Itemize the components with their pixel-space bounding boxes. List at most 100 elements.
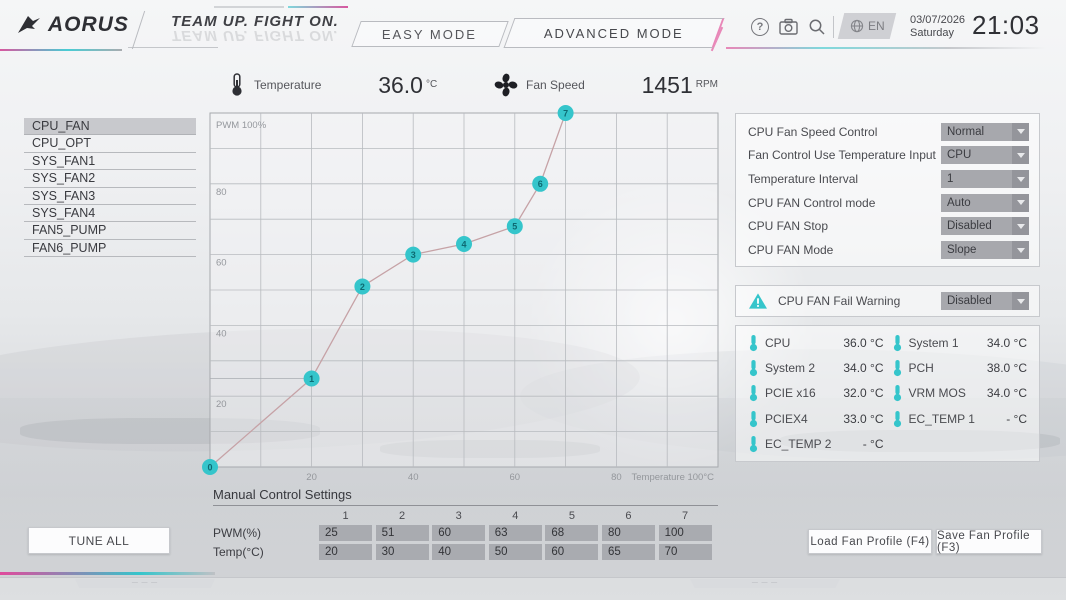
setting-label: CPU FAN Control mode: [748, 195, 876, 210]
bottom-line: [0, 577, 1066, 578]
clock: 21:03: [972, 10, 1040, 40]
temperature-reading-pciex4: PCIEX4 33.0 °C: [744, 407, 888, 431]
manual-cell-pwm-7[interactable]: 100: [658, 525, 712, 541]
cpu-fan-mode-value[interactable]: Slope: [941, 241, 1012, 260]
temperature-reading-system-2: System 2 34.0 °C: [744, 356, 888, 380]
sensor-label: PCIEX4: [765, 411, 808, 426]
fan-icon: [494, 73, 518, 97]
load-fan-profile-button[interactable]: Load Fan Profile (F4): [808, 529, 932, 554]
temperature-reading-ec-temp-2: EC_TEMP 2 - °C: [744, 432, 888, 456]
camera-icon[interactable]: [778, 17, 799, 37]
manual-cell-tempc-3[interactable]: 40: [432, 544, 486, 560]
gradient-trim: [726, 47, 1046, 49]
cpu-fan-stop-select[interactable]: Disabled: [941, 217, 1029, 236]
curve-point-5[interactable]: 5: [506, 218, 523, 235]
chevron-down-icon[interactable]: [1012, 193, 1029, 212]
setting-row: Temperature Interval 1: [748, 168, 1029, 190]
thermometer-icon: [749, 385, 758, 402]
chevron-down-icon[interactable]: [1012, 292, 1029, 310]
curve-point-2[interactable]: 2: [354, 278, 371, 295]
sidebar-item-cpu_opt[interactable]: CPU_OPT: [24, 135, 196, 153]
day-value: Saturday: [910, 27, 955, 39]
manual-cell-tempc-4[interactable]: 50: [488, 544, 542, 560]
sidebar-item-cpu_fan[interactable]: CPU_FAN: [24, 118, 196, 136]
curve-point-7[interactable]: 7: [557, 105, 574, 121]
sidebar-item-sys_fan4[interactable]: SYS_FAN4: [24, 205, 196, 223]
manual-cell-tempc-6[interactable]: 65: [601, 544, 655, 560]
slogan: TEAM UP. FIGHT ON. TEAM UP. FIGHT ON.: [150, 13, 360, 44]
fail-warning-value[interactable]: Disabled: [941, 292, 1012, 310]
curve-point-1[interactable]: 1: [303, 370, 320, 387]
fan-curve-chart[interactable]: 20 40 60 80 20 40 60 80 PWM 100% Temperature 100°…: [202, 105, 719, 483]
manual-column-6: 6: [625, 510, 632, 522]
tab-advanced-mode[interactable]: ADVANCED MODE: [503, 18, 725, 48]
gradient-trim: [288, 6, 348, 8]
sensor-label: System 1: [908, 335, 959, 350]
tab-easy-mode-label: EASY MODE: [382, 26, 478, 42]
sidebar-item-fan6_pump[interactable]: FAN6_PUMP: [24, 240, 196, 258]
logo-text: AORUS: [48, 13, 129, 36]
temperature-value: 36.0: [378, 71, 423, 98]
temperature-interval-value[interactable]: 1: [941, 170, 1012, 189]
setting-label: Fan Control Use Temperature Input: [748, 148, 936, 163]
setting-row: CPU FAN Stop Disabled: [748, 215, 1029, 237]
manual-cell-pwm-2[interactable]: 51: [375, 525, 429, 541]
help-icon[interactable]: ?: [751, 18, 769, 36]
manual-column-1: 1: [342, 510, 349, 522]
sidebar-item-sys_fan2[interactable]: SYS_FAN2: [24, 170, 196, 188]
tab-easy-mode[interactable]: EASY MODE: [351, 21, 509, 47]
curve-point-6[interactable]: 6: [532, 175, 549, 192]
thermometer-icon: [749, 436, 758, 453]
fan-control-use-temperature-input-value[interactable]: CPU: [941, 146, 1012, 165]
curve-point-4[interactable]: 4: [456, 235, 472, 252]
fan-list: CPU_FAN CPU_OPT SYS_FAN1 SYS_FAN2 SYS_FAN3 SY…: [24, 118, 196, 258]
sidebar-item-sys_fan3[interactable]: SYS_FAN3: [24, 188, 196, 205]
setting-label: CPU Fan Speed Control: [748, 124, 878, 139]
manual-cell-pwm-4[interactable]: 63: [488, 525, 542, 541]
chevron-down-icon[interactable]: [1012, 217, 1029, 236]
manual-cell-tempc-7[interactable]: 70: [658, 544, 712, 560]
cpu-fan-speed-control-select[interactable]: Normal: [941, 122, 1029, 141]
chevron-down-icon[interactable]: [1012, 241, 1029, 260]
manual-cell-pwm-6[interactable]: 80: [601, 525, 655, 541]
cpu-fan-control-mode-select[interactable]: Auto: [941, 193, 1029, 212]
chevron-down-icon[interactable]: [1012, 122, 1029, 141]
sensor-value: 38.0 °C: [986, 361, 1027, 376]
divider-diagonal: [131, 10, 146, 50]
tune-all-button[interactable]: TUNE ALL: [28, 527, 170, 554]
svg-text:7: 7: [563, 108, 568, 118]
manual-row-label: Temp(°C): [213, 545, 264, 559]
sidebar-item-fan5_pump[interactable]: FAN5_PUMP: [24, 222, 196, 240]
chevron-down-icon[interactable]: [1012, 146, 1029, 165]
search-icon[interactable]: [807, 17, 827, 37]
cpu-fan-speed-control-value[interactable]: Normal: [941, 122, 1012, 141]
curve-point-3[interactable]: 3: [405, 246, 422, 263]
manual-cell-tempc-5[interactable]: 60: [545, 544, 599, 560]
thermometer-icon: [749, 334, 758, 351]
fan-curve-line: [209, 112, 567, 468]
grid-lines: [210, 113, 718, 467]
curve-point-0[interactable]: 0: [202, 459, 218, 475]
temperature-interval-select[interactable]: 1: [941, 170, 1029, 189]
cpu-fan-stop-value[interactable]: Disabled: [941, 217, 1012, 236]
gradient-trim: [0, 49, 122, 51]
cpu-fan-control-mode-value[interactable]: Auto: [941, 193, 1012, 212]
svg-text:0: 0: [207, 462, 212, 472]
cpu-fan-mode-select[interactable]: Slope: [941, 241, 1029, 260]
chevron-down-icon[interactable]: [1012, 170, 1029, 189]
save-fan-profile-button[interactable]: Save Fan Profile (F3): [936, 529, 1042, 554]
manual-cell-pwm-5[interactable]: 68: [545, 525, 599, 541]
slogan-text: TEAM UP. FIGHT ON.: [171, 13, 339, 30]
x-tick-label: 80: [611, 472, 622, 483]
manual-cell-pwm-1[interactable]: 25: [319, 525, 372, 541]
manual-row-label: PWM(%): [213, 526, 261, 540]
fan-control-use-temperature-input-select[interactable]: CPU: [941, 146, 1029, 165]
language-button[interactable]: EN: [837, 13, 897, 39]
manual-cell-tempc-1[interactable]: 20: [319, 544, 372, 560]
fan-speed-value: 1451: [641, 71, 693, 98]
sidebar-item-sys_fan1[interactable]: SYS_FAN1: [24, 153, 196, 171]
manual-cell-pwm-3[interactable]: 60: [432, 525, 486, 541]
manual-cell-tempc-2[interactable]: 30: [375, 544, 429, 560]
fail-warning-select[interactable]: Disabled: [941, 292, 1029, 310]
